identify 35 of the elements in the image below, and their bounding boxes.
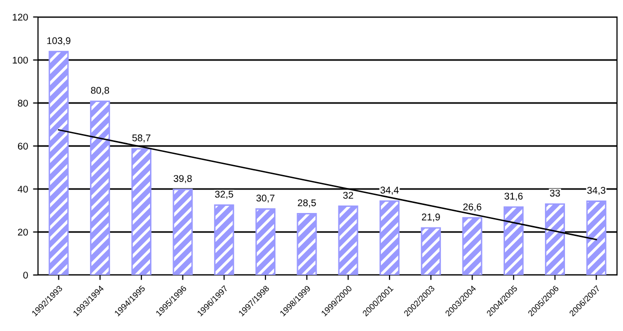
y-tick-label: 120 bbox=[12, 14, 28, 21]
bar bbox=[214, 204, 234, 275]
y-tick-label: 0 bbox=[23, 272, 28, 279]
y-tick-label: 40 bbox=[18, 186, 28, 193]
bar bbox=[380, 200, 400, 275]
bar bbox=[90, 100, 110, 275]
bar bbox=[172, 188, 193, 275]
y-tick-label: 80 bbox=[18, 100, 28, 107]
data-label: 34,3 bbox=[587, 186, 606, 195]
data-label: 58,7 bbox=[132, 134, 150, 142]
data-label: 103,9 bbox=[47, 37, 70, 46]
y-tick-label: 20 bbox=[18, 228, 28, 236]
bar bbox=[48, 50, 69, 275]
y-tick-label: 100 bbox=[12, 56, 28, 64]
bar bbox=[420, 227, 441, 275]
data-label: 28,5 bbox=[298, 199, 316, 208]
data-label: 30,7 bbox=[256, 194, 274, 203]
y-tick-label: 60 bbox=[18, 142, 28, 150]
data-label: 33 bbox=[550, 190, 560, 197]
data-label: 32 bbox=[343, 192, 354, 199]
bar bbox=[586, 200, 606, 275]
bar bbox=[255, 208, 276, 275]
bar bbox=[544, 203, 565, 275]
bar bbox=[504, 206, 524, 275]
bar bbox=[338, 206, 358, 275]
data-label: 80,8 bbox=[91, 86, 110, 95]
data-label: 32,5 bbox=[215, 190, 234, 199]
data-label: 39,8 bbox=[174, 175, 192, 184]
data-label: 26,6 bbox=[463, 203, 482, 212]
bar bbox=[131, 148, 152, 275]
data-label: 31,6 bbox=[504, 192, 523, 201]
data-label: 21,9 bbox=[422, 214, 440, 222]
bar bbox=[296, 213, 317, 275]
bar bbox=[462, 217, 482, 275]
data-label: 34,4 bbox=[380, 186, 399, 195]
